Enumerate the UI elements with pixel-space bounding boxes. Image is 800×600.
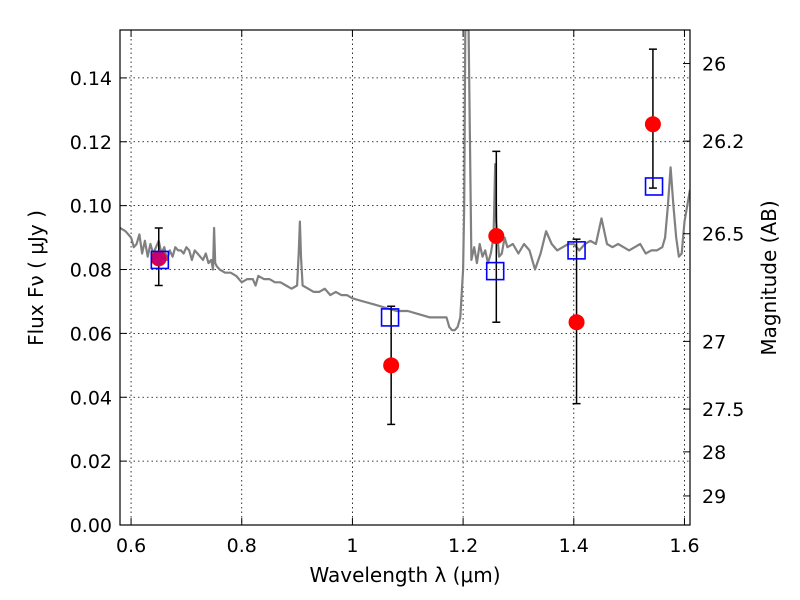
x-tick-label: 1.4 [559, 535, 589, 557]
plot-area [120, 30, 690, 426]
y-tick-label: 0.14 [70, 68, 112, 90]
observed-point [383, 357, 400, 374]
x-tick-label: 0.6 [116, 535, 146, 557]
observed-point [488, 227, 505, 244]
x-tick-label: 1.2 [448, 535, 478, 557]
y-tick-label: 0.12 [70, 132, 112, 154]
x-axis-label: Wavelength λ (μm) [309, 563, 500, 587]
y2-tick-label: 26.2 [702, 131, 744, 153]
y-tick-label: 0.10 [70, 196, 112, 218]
plot-frame [119, 29, 691, 526]
model-point [485, 261, 505, 281]
grid [120, 30, 690, 526]
model-point [150, 250, 170, 270]
y2-tick-label: 26 [702, 54, 726, 76]
y2-axis-label: Magnitude (AB) [757, 200, 781, 355]
observed-point [644, 116, 661, 133]
x-tick-label: 0.8 [227, 535, 257, 557]
y-axis: 0.00 0.02 0.04 0.06 0.08 0.10 0.12 0.14 [70, 68, 127, 537]
y-tick-label: 0.00 [70, 515, 112, 537]
y-tick-label: 0.08 [70, 260, 112, 282]
model-point [380, 308, 400, 327]
x-tick-label: 1 [346, 535, 358, 557]
y-tick-label: 0.02 [70, 451, 112, 473]
model-point [567, 241, 586, 260]
x-axis: 0.6 0.8 1 1.2 1.4 1.6 [116, 30, 700, 557]
y-tick-label: 0.04 [70, 387, 112, 409]
y-axis-label: Flux Fν ( μJy ) [24, 210, 48, 346]
y2-tick-label: 26.5 [702, 224, 744, 246]
y2-tick-label: 27 [702, 331, 726, 353]
model-point [644, 177, 664, 196]
y2-tick-label: 28 [702, 442, 726, 464]
y2-tick-label: 29 [702, 486, 726, 508]
y2-tick-label: 27.5 [702, 399, 744, 421]
x-tick-label: 1.6 [669, 535, 699, 557]
observed-point-overlap [151, 251, 166, 266]
y-tick-label: 0.06 [70, 323, 112, 345]
observed-point [568, 314, 585, 331]
spectrum-line [120, 30, 690, 332]
y2-axis: 26 26.2 26.5 27 27.5 28 29 [683, 54, 744, 508]
